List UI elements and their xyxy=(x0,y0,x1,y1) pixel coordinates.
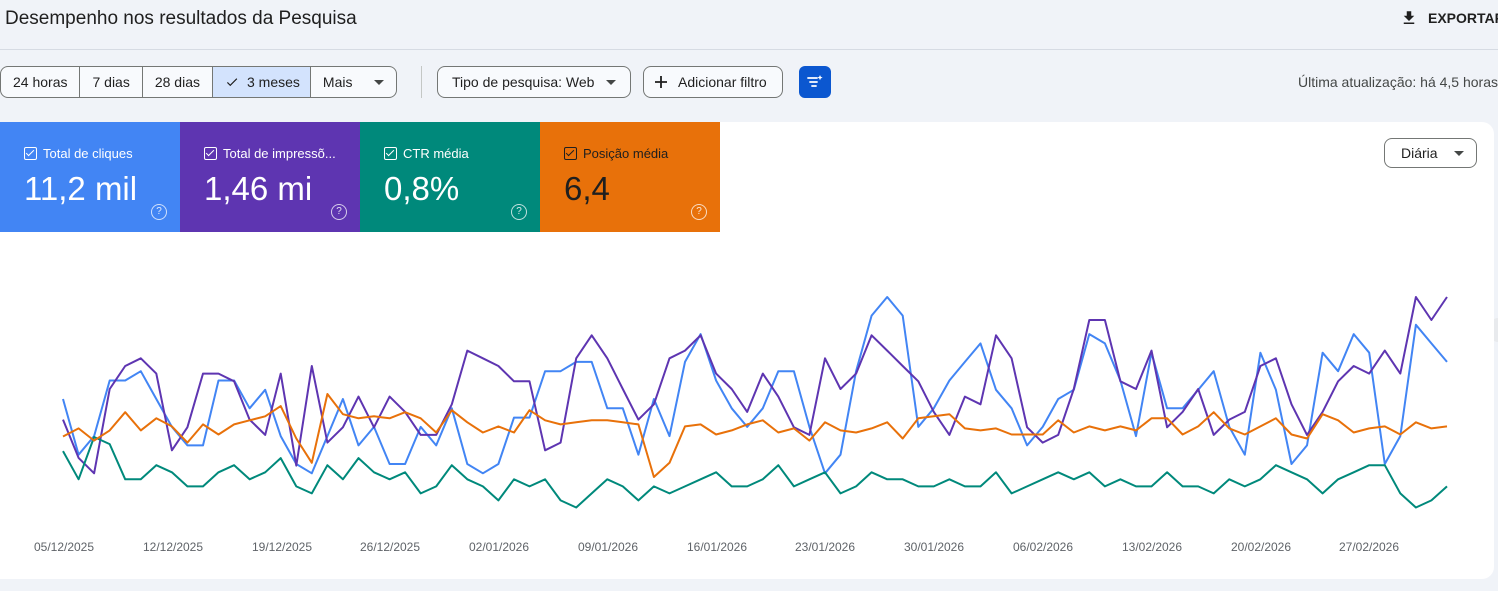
add-filter-label: Adicionar filtro xyxy=(678,74,767,90)
range-3m-button[interactable]: 3 meses xyxy=(213,67,311,97)
performance-chart: 05/12/2025 12/12/2025 19/12/2025 26/12/2025… xyxy=(34,296,1448,554)
export-button[interactable]: EXPORTAR xyxy=(1400,6,1498,30)
x-tick-label: 16/01/2026 xyxy=(687,540,747,554)
search-type-label: Tipo de pesquisa: Web xyxy=(452,74,595,90)
chevron-down-icon xyxy=(606,79,617,85)
range-more-label: Mais xyxy=(322,74,353,90)
help-icon[interactable]: ? xyxy=(151,204,167,220)
metric-position[interactable]: Posição média 6,4 ? xyxy=(540,122,720,232)
range-24h-button[interactable]: 24 horas xyxy=(1,67,81,97)
check-icon xyxy=(226,78,238,87)
x-tick-label: 30/01/2026 xyxy=(904,540,964,554)
series-line-3[interactable] xyxy=(62,436,1448,509)
top-bar: Desempenho nos resultados da Pesquisa EX… xyxy=(0,0,1498,50)
metric-ctr[interactable]: CTR média 0,8% ? xyxy=(360,122,540,232)
range-24h-label: 24 horas xyxy=(13,74,68,90)
add-filter-button[interactable]: Adicionar filtro xyxy=(643,66,783,98)
toolbar-divider xyxy=(421,66,422,98)
x-tick-label: 26/12/2025 xyxy=(360,540,420,554)
range-more-dropdown[interactable]: Mais xyxy=(311,67,397,97)
x-tick-label: 09/01/2026 xyxy=(578,540,638,554)
metric-clicks-value: 11,2 mil xyxy=(24,170,138,207)
x-tick-label: 23/01/2026 xyxy=(795,540,855,554)
metric-clicks-label: Total de cliques xyxy=(43,146,133,161)
filter-sparkle-icon xyxy=(807,75,823,87)
date-range-selector: 24 horas 7 dias 28 dias 3 meses Mais xyxy=(0,66,398,98)
checkbox-icon xyxy=(204,147,217,160)
x-tick-label: 13/02/2026 xyxy=(1122,540,1182,554)
x-tick-label: 05/12/2025 xyxy=(34,540,94,554)
series-line-1[interactable] xyxy=(62,296,1448,475)
x-tick-label: 20/02/2026 xyxy=(1231,540,1291,554)
side-panel-handle[interactable] xyxy=(1490,318,1498,342)
plus-icon xyxy=(655,76,667,88)
metric-position-label: Posição média xyxy=(583,146,669,161)
metric-impressions[interactable]: Total de impressõ... 1,46 mi ? xyxy=(180,122,360,232)
x-tick-label: 12/12/2025 xyxy=(143,540,203,554)
range-28d-label: 28 dias xyxy=(154,74,200,90)
range-3m-label: 3 meses xyxy=(247,74,300,90)
download-icon xyxy=(1403,11,1415,24)
range-28d-button[interactable]: 28 dias xyxy=(143,67,213,97)
x-tick-label: 19/12/2025 xyxy=(252,540,312,554)
metric-ctr-value: 0,8% xyxy=(384,170,460,207)
metric-clicks[interactable]: Total de cliques 11,2 mil ? xyxy=(0,122,180,232)
last-updated-text: Última atualização: há 4,5 horas xyxy=(1298,74,1498,90)
page-title: Desempenho nos resultados da Pesquisa xyxy=(5,8,357,29)
metric-ctr-label: CTR média xyxy=(403,146,469,161)
search-type-dropdown[interactable]: Tipo de pesquisa: Web xyxy=(437,66,632,98)
help-icon[interactable]: ? xyxy=(331,204,347,220)
range-7d-button[interactable]: 7 dias xyxy=(80,67,143,97)
performance-card: 05/12/2025 12/12/2025 19/12/2025 26/12/2025… xyxy=(0,122,1494,579)
checkbox-icon xyxy=(564,147,577,160)
granularity-label: Diária xyxy=(1401,145,1438,161)
help-icon[interactable]: ? xyxy=(691,204,707,220)
checkbox-icon xyxy=(24,147,37,160)
series-line-4[interactable] xyxy=(62,393,1448,478)
chevron-down-icon xyxy=(374,79,385,85)
x-tick-label: 06/02/2026 xyxy=(1013,540,1073,554)
x-tick-label: 02/01/2026 xyxy=(469,540,529,554)
filter-settings-button[interactable] xyxy=(799,66,831,98)
x-tick-label: 27/02/2026 xyxy=(1339,540,1399,554)
granularity-dropdown[interactable]: Diária xyxy=(1384,138,1477,168)
metric-position-value: 6,4 xyxy=(564,170,610,207)
range-7d-label: 7 dias xyxy=(92,74,130,90)
help-icon[interactable]: ? xyxy=(511,204,527,220)
series-line-2[interactable] xyxy=(62,296,1448,475)
metric-impressions-label: Total de impressõ... xyxy=(223,146,336,161)
metric-impressions-value: 1,46 mi xyxy=(204,170,313,207)
export-label: EXPORTAR xyxy=(1428,10,1498,26)
checkbox-icon xyxy=(384,147,397,160)
chevron-down-icon xyxy=(1453,150,1464,156)
